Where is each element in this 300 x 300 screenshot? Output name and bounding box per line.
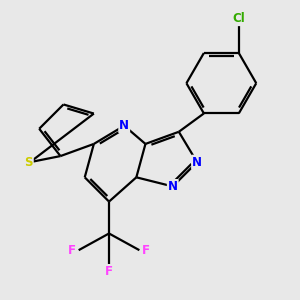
Text: F: F bbox=[142, 244, 150, 257]
Text: N: N bbox=[168, 180, 178, 193]
Text: Cl: Cl bbox=[232, 12, 245, 25]
Text: N: N bbox=[192, 156, 202, 169]
Text: S: S bbox=[24, 156, 33, 169]
Text: F: F bbox=[68, 244, 76, 257]
Text: F: F bbox=[105, 265, 113, 278]
Text: N: N bbox=[119, 119, 129, 132]
